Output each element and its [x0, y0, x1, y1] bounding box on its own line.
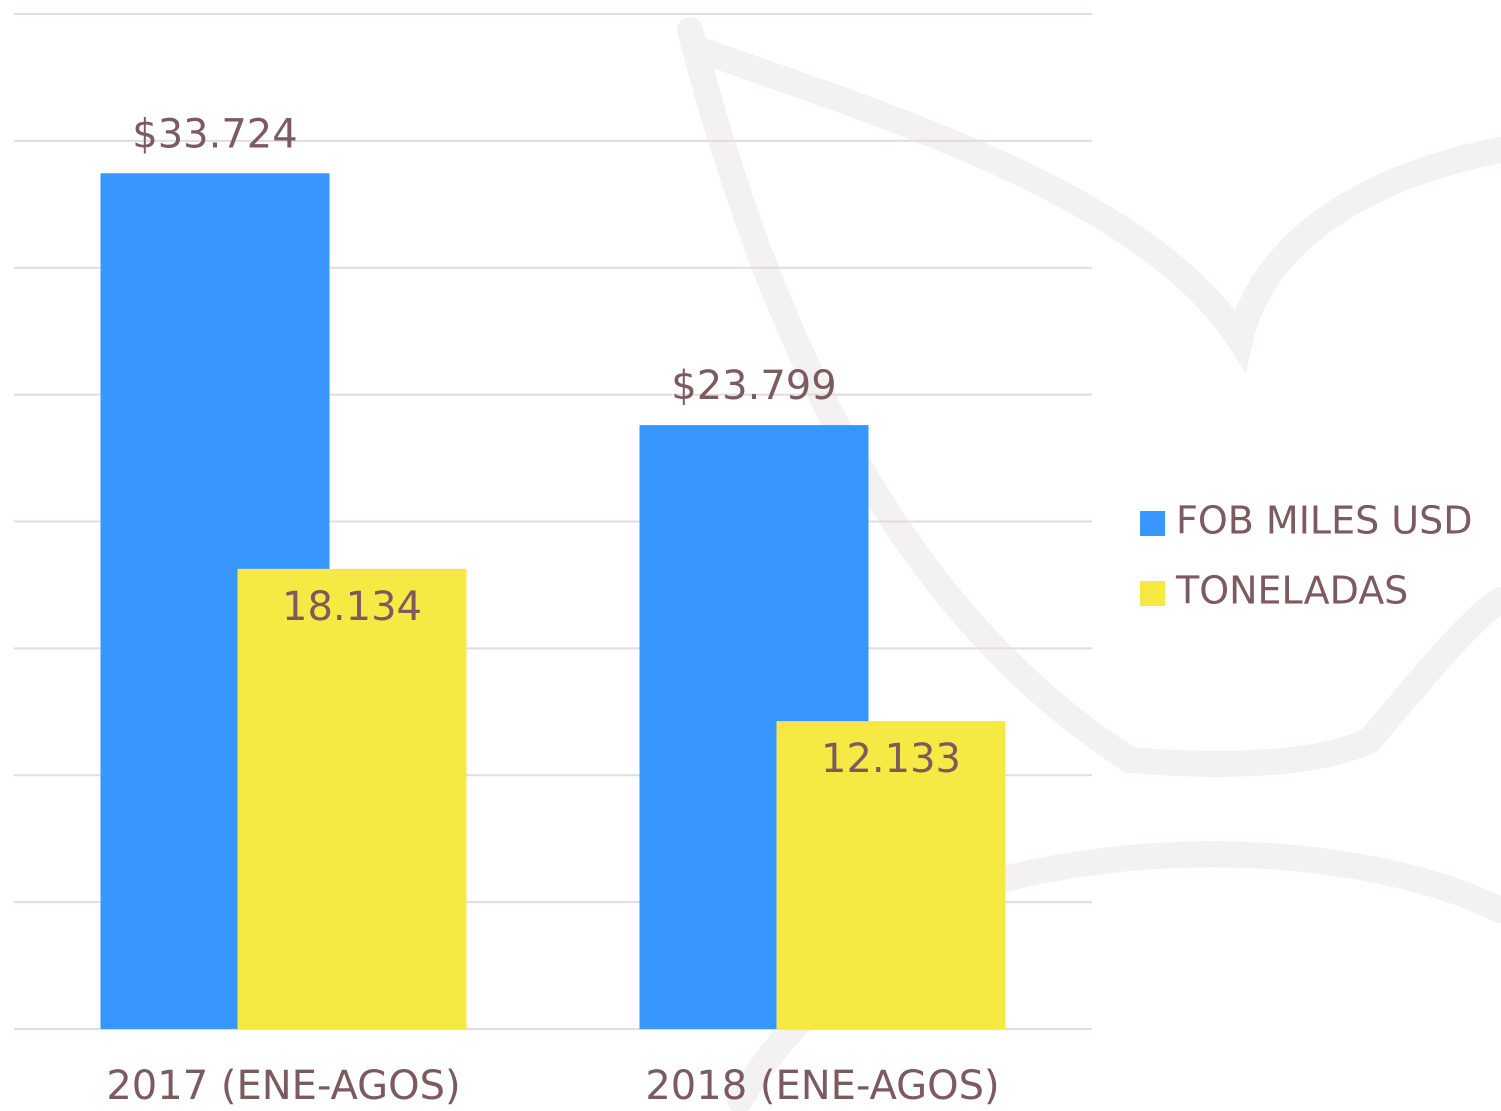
chart: 2017 (ENE-AGOS) $33.724 18.134 2018 (ENE-AG…: [0, 0, 1501, 1111]
page: 2017 (ENE-AGOS) $33.724 18.134 2018 (ENE-AG…: [0, 0, 1501, 1111]
bar: [238, 569, 467, 1029]
data-label: 18.134: [282, 584, 422, 630]
legend-swatch: [1140, 581, 1165, 606]
x-tick-label: 2018 (ENE-AGOS): [645, 1063, 999, 1109]
legend-swatch: [1140, 511, 1165, 536]
data-label: 12.133: [821, 736, 961, 782]
data-label: $23.799: [671, 363, 836, 409]
data-label: $33.724: [132, 111, 297, 157]
legend-label: FOB MILES USD: [1176, 499, 1473, 543]
legend-label: TONELADAS: [1175, 569, 1408, 613]
x-tick-label: 2017 (ENE-AGOS): [106, 1063, 460, 1109]
